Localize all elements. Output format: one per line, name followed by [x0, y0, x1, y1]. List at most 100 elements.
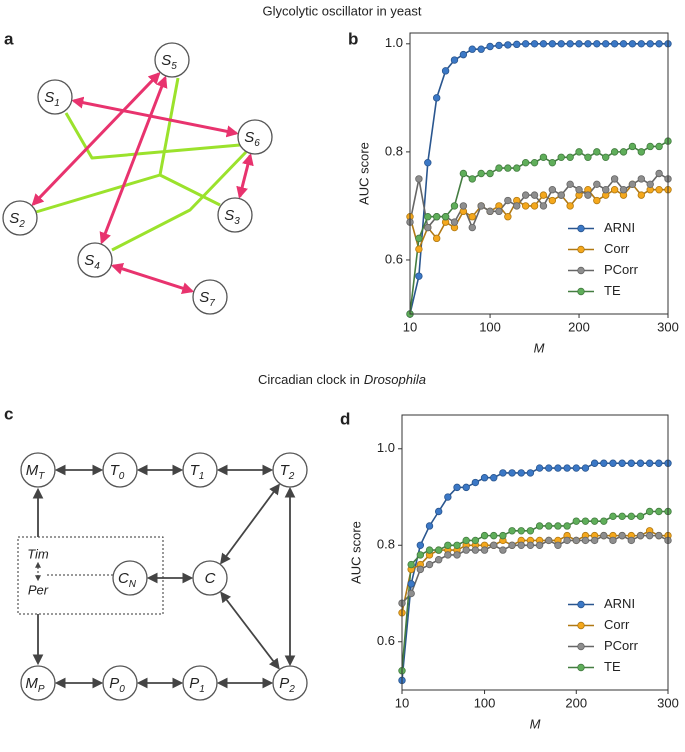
data-point [645, 507, 654, 516]
data-point [548, 158, 557, 167]
data-point [545, 522, 553, 530]
data-point [600, 517, 608, 525]
data-point [495, 41, 503, 50]
legend-marker [577, 224, 585, 233]
data-point [637, 40, 646, 48]
data-point [539, 40, 548, 48]
node-symbol: S [44, 89, 54, 106]
data-point [572, 517, 580, 525]
node-subscript: 3 [234, 216, 240, 227]
node-label: S4 [84, 252, 100, 272]
data-point [535, 464, 544, 472]
node-label: T1 [190, 462, 205, 482]
node-subscript: 6 [254, 138, 260, 149]
data-point [593, 180, 601, 189]
plot-frame [409, 32, 669, 315]
data-point [490, 541, 498, 549]
data-point [508, 527, 516, 535]
data-point [480, 531, 489, 540]
data-point [600, 531, 608, 540]
node-symbol: M [26, 462, 39, 479]
data-point [655, 169, 663, 178]
data-point [495, 207, 503, 216]
data-point [407, 580, 415, 588]
data-point [581, 517, 590, 525]
node-label: CN [118, 570, 137, 590]
data-point [508, 541, 516, 549]
data-point [627, 536, 636, 545]
data-point [646, 142, 654, 151]
data-point [655, 531, 663, 540]
data-point [526, 527, 535, 535]
data-point [566, 202, 574, 210]
edge [99, 75, 168, 245]
data-point [575, 148, 583, 156]
data-point [521, 40, 530, 48]
data-point [425, 560, 434, 569]
y-tick-label: 0.8 [385, 143, 403, 158]
data-point [618, 531, 626, 540]
data-point [477, 45, 485, 53]
data-point [530, 40, 539, 48]
node-subscript: 2 [288, 684, 295, 695]
node [272, 665, 308, 701]
data-point [602, 40, 610, 48]
y-axis-label: AUC score [348, 521, 363, 584]
data-point [636, 531, 645, 540]
node-subscript: 2 [288, 471, 295, 482]
node-symbol: P [279, 675, 289, 692]
legend-label: ARNI [604, 596, 635, 611]
data-point [450, 218, 459, 226]
node-subscript: N [129, 579, 137, 590]
data-point [432, 234, 441, 243]
y-tick-label: 0.8 [377, 537, 395, 552]
node-symbol: M [25, 675, 38, 692]
node [237, 119, 273, 155]
data-point [444, 541, 452, 549]
data-point [581, 464, 590, 472]
data-point [548, 40, 557, 48]
data-point [459, 202, 468, 210]
node [102, 665, 138, 701]
data-point [415, 272, 423, 280]
data-point [441, 213, 450, 221]
data-point [602, 153, 610, 161]
data-point [554, 522, 562, 530]
x-tick-label: 10 [395, 695, 409, 710]
x-tick-label: 10 [403, 319, 417, 334]
data-point [627, 512, 636, 521]
node-subscript: 5 [171, 61, 177, 72]
data-point [459, 169, 468, 178]
legend-marker [577, 663, 585, 672]
data-point [530, 191, 539, 199]
data-point [566, 180, 574, 189]
data-point [581, 536, 590, 545]
data-point [450, 56, 459, 64]
data-point [602, 186, 610, 194]
data-point [434, 556, 443, 564]
data-point [459, 50, 468, 59]
data-point [610, 175, 619, 183]
data-point [490, 531, 498, 540]
node-subscript: 0 [119, 471, 125, 482]
data-point [545, 536, 553, 545]
data-point [513, 164, 521, 172]
legend-marker [577, 266, 585, 275]
node-symbol: C [118, 570, 129, 587]
data-point [530, 158, 539, 167]
data-point [535, 541, 544, 549]
link [64, 112, 241, 160]
legend-label: PCorr [604, 262, 639, 277]
y-tick-label: 1.0 [377, 440, 395, 455]
data-point [655, 459, 663, 467]
data-point [618, 512, 626, 521]
data-point [610, 186, 619, 194]
node-label: P1 [189, 675, 205, 695]
node [182, 665, 218, 701]
data-point [521, 202, 530, 210]
data-point [486, 207, 494, 216]
data-point [590, 517, 599, 525]
data-point [425, 522, 434, 530]
node-label: MP [25, 675, 45, 695]
node [112, 560, 148, 596]
